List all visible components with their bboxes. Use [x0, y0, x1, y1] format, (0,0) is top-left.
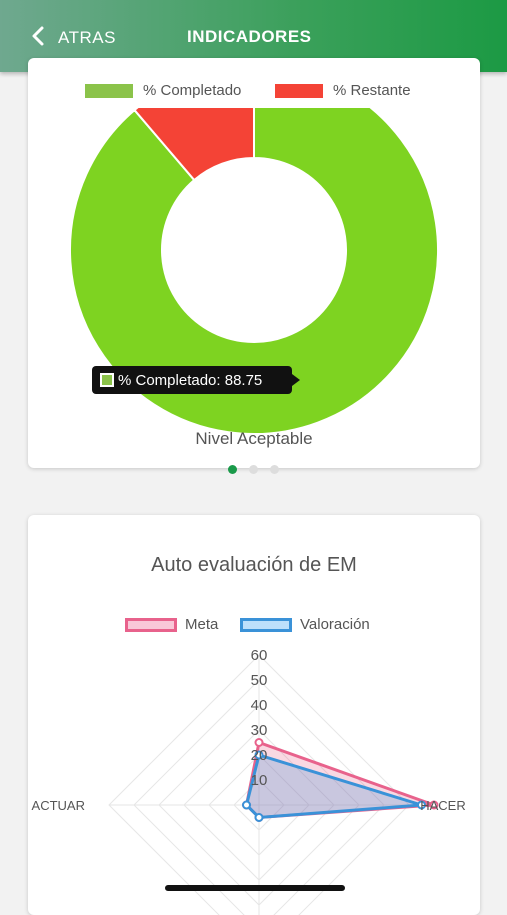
legend-label: Valoración [300, 616, 370, 633]
radar-tick-label: 60 [251, 647, 268, 664]
radar-series-valoracion[interactable] [244, 753, 422, 820]
back-button[interactable]: ATRAS [30, 24, 116, 52]
radar-grid-ring [133, 679, 385, 915]
radar-tick-label: 10 [251, 772, 268, 789]
donut-slice-restante[interactable] [133, 108, 255, 182]
radar-chart-title: Auto evaluación de EM [151, 554, 357, 576]
legend-swatch [125, 617, 177, 632]
radar-axis-label-actuar: ACTUAR [32, 798, 85, 813]
chevron-left-icon [30, 25, 46, 52]
radar-point[interactable] [254, 738, 264, 747]
legend-label: % Completado [143, 82, 242, 99]
donut-chart-card: % Completado % Restante % Completado: 88… [28, 58, 480, 468]
radar-point[interactable] [417, 800, 426, 810]
legend-item-meta[interactable]: Meta [125, 616, 218, 633]
donut-chart[interactable] [28, 108, 480, 438]
pager-dots [228, 465, 291, 474]
level-caption: Nivel Aceptable [195, 429, 313, 448]
radar-tick-label: 20 [251, 747, 268, 764]
legend-item-valoracion[interactable]: Valoración [240, 616, 370, 633]
radar-point[interactable] [254, 750, 264, 760]
pager-dot[interactable] [249, 465, 258, 474]
page-title: INDICADORES [187, 27, 312, 46]
radar-tick-label: 30 [251, 722, 268, 739]
radar-tick-label: 50 [251, 672, 268, 689]
radar-point[interactable] [242, 800, 251, 810]
back-label: ATRAS [58, 28, 116, 47]
legend-label: % Restante [333, 82, 411, 99]
chart-tooltip: % Completado: 88.75 [92, 366, 300, 394]
legend-swatch [275, 83, 323, 98]
legend-swatch [85, 83, 133, 98]
radar-grid-ring [108, 654, 410, 915]
home-indicator[interactable] [165, 885, 345, 891]
radar-point[interactable] [254, 813, 264, 822]
tooltip-swatch [100, 373, 114, 387]
radar-point[interactable] [429, 800, 439, 810]
radar-axis-label-hacer: HACER [420, 798, 466, 813]
donut-slice-completado[interactable] [69, 108, 439, 435]
pager-dot[interactable] [270, 465, 279, 474]
pager-dot-active[interactable] [228, 465, 237, 474]
legend-label: Meta [185, 616, 219, 633]
legend-item-restante[interactable]: % Restante [275, 82, 411, 99]
tooltip-text: % Completado: 88.75 [118, 371, 263, 389]
legend-swatch [240, 617, 292, 632]
radar-tick-label: 40 [251, 697, 268, 714]
radar-chart[interactable]: 102030405060PLANEARHACERACTUAR [28, 645, 480, 915]
radar-chart-card: Auto evaluación de EM Meta Valoración 10… [28, 515, 480, 915]
legend-item-completado[interactable]: % Completado [85, 82, 241, 99]
